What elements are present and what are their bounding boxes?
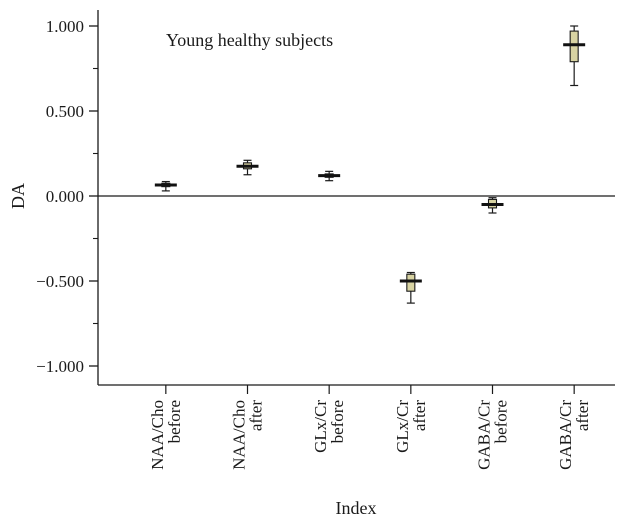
y-axis-ticks: 1.000 0.500 0.000 −0.500 −1.000 (36, 17, 98, 376)
y-tick-label: −1.000 (36, 357, 84, 376)
x-tick-label-line2: after (573, 400, 592, 431)
x-tick-label-line2: after (247, 400, 266, 431)
x-axis-title: Index (336, 498, 377, 518)
x-tick-label-line1: NAA/Cho (230, 400, 249, 470)
y-tick-label: 0.000 (46, 187, 84, 206)
x-tick-label-line1: GLx/Cr (311, 400, 330, 453)
x-tick-label-line1: GLx/Cr (393, 400, 412, 453)
x-tick-label-line1: GABA/Cr (556, 400, 575, 470)
box-1 (236, 159, 259, 176)
x-tick-label-line2: before (492, 400, 511, 443)
x-tick-label-line2: before (328, 400, 347, 443)
y-axis-title: DA (8, 183, 28, 209)
iqr-box (406, 273, 416, 292)
y-tick-label: −0.500 (36, 272, 84, 291)
y-tick-label: 1.000 (46, 17, 84, 36)
chart-annotation: Young healthy subjects (166, 30, 333, 50)
x-tick-label-line2: after (410, 400, 429, 431)
box-4 (481, 197, 504, 214)
box-0 (154, 180, 177, 192)
x-tick-label-line1: GABA/Cr (475, 400, 494, 470)
box-5 (563, 25, 586, 87)
box-3 (399, 271, 422, 304)
box-2 (318, 170, 341, 182)
iqr-box (569, 30, 579, 63)
x-tick-label-line1: NAA/Cho (148, 400, 167, 470)
boxes (154, 25, 586, 304)
y-tick-label: 0.500 (46, 102, 84, 121)
x-tick-label-line2: before (165, 400, 184, 443)
